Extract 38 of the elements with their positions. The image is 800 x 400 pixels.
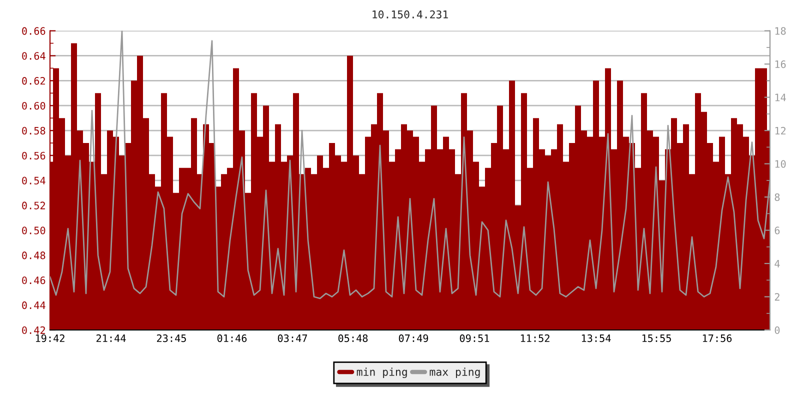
x-tick-label: 15:55: [642, 334, 671, 342]
y2-tick-label: 0: [774, 326, 780, 334]
x-tick-label: 07:49: [398, 334, 428, 342]
y2-tick-label: 10: [775, 160, 786, 168]
y-tick-label: 0.44: [22, 301, 46, 310]
chart-title: 10.150.4.231: [372, 10, 448, 18]
x-tick-label: 17:56: [702, 334, 732, 342]
legend-label: min ping: [356, 368, 407, 378]
x-tick-label: 13:54: [582, 334, 611, 342]
x-tick-label: 19:42: [36, 334, 64, 342]
x-tick-label: 09:51: [460, 334, 490, 342]
x-tick-label: 21:44: [96, 334, 126, 342]
x-tick-label: 03:47: [278, 334, 307, 342]
y2-tick-label: 2: [774, 293, 780, 301]
y-tick-label: 0.66: [22, 27, 46, 35]
y2-tick-label: 4: [774, 260, 780, 268]
y-tick-label: 0.60: [22, 102, 46, 110]
y2-tick-label: 14: [775, 94, 786, 102]
y-tick-label: 0.42: [22, 326, 45, 334]
y2-tick-label: 16: [775, 60, 786, 68]
y2-tick-label: 8: [774, 193, 780, 202]
y-tick-label: 0.54: [22, 176, 46, 184]
y-tick-label: 0.62: [22, 77, 45, 85]
y-tick-label: 0.46: [22, 276, 46, 284]
x-tick-label: 23:45: [156, 334, 186, 342]
y2-tick-label: 6: [774, 226, 780, 234]
y-tick-label: 0.58: [22, 126, 46, 135]
y2-tick-label: 18: [775, 27, 786, 35]
y2-tick-label: 12: [775, 126, 786, 134]
y-tick-label: 0.48: [22, 252, 46, 260]
y-tick-label: 0.56: [22, 152, 46, 160]
x-tick-label: 01:46: [217, 334, 247, 342]
y-tick-label: 0.52: [22, 202, 45, 210]
y-tick-label: 0.64: [22, 52, 46, 60]
x-tick-label: 11:52: [520, 334, 550, 342]
legend-label: max ping: [430, 368, 480, 378]
y-tick-label: 0.50: [22, 226, 46, 234]
x-tick-label: 05:48: [338, 334, 368, 342]
